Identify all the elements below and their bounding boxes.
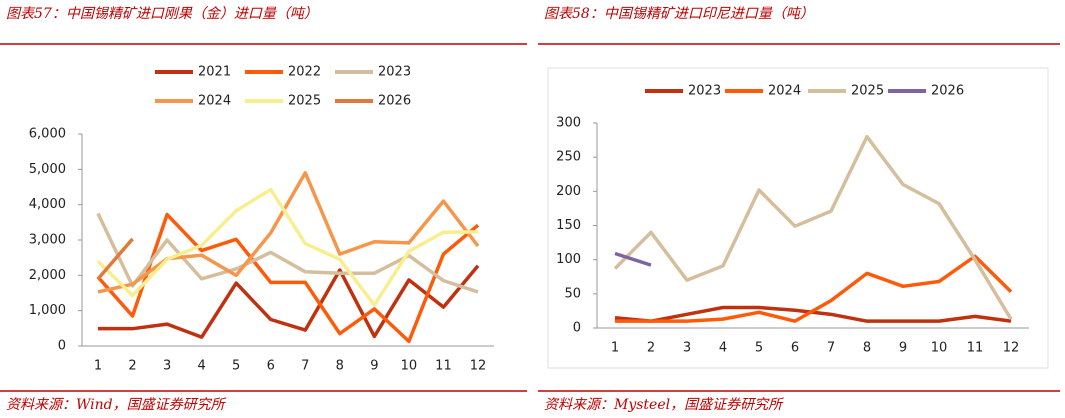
x-tick-label: 4	[197, 359, 205, 374]
x-tick-label: 5	[232, 359, 240, 374]
x-tick-label: 1	[611, 341, 619, 356]
legend-label: 2021	[198, 65, 231, 80]
x-tick-label: 7	[301, 359, 309, 374]
legend-label: 2025	[288, 94, 321, 109]
x-tick-label: 3	[683, 341, 691, 356]
legend-label: 2026	[931, 84, 964, 99]
x-tick-label: 10	[401, 359, 418, 374]
legend-label: 2023	[378, 65, 411, 80]
y-tick-label: 6,000	[29, 127, 66, 142]
x-tick-label: 9	[370, 359, 378, 374]
plot-frame	[547, 67, 1049, 369]
legend-label: 2025	[851, 84, 884, 99]
source-note: 资料来源：Mysteel，国盛证券研究所	[544, 397, 784, 413]
x-tick-label: 5	[755, 341, 763, 356]
y-tick-label: 250	[556, 150, 581, 165]
x-tick-label: 12	[1003, 341, 1020, 356]
y-tick-label: 2,000	[29, 268, 66, 283]
x-tick-label: 12	[470, 359, 487, 374]
chart-title: 图表57：中国锡精矿进口刚果（金）进口量（吨）	[6, 6, 318, 22]
y-tick-label: 200	[556, 184, 581, 199]
y-tick-label: 1,000	[29, 303, 66, 318]
y-tick-label: 300	[556, 116, 581, 131]
legend-label: 2023	[688, 84, 721, 99]
series-line	[613, 134, 1013, 321]
legend-label: 2024	[768, 84, 801, 99]
y-tick-label: 5,000	[29, 162, 66, 177]
x-tick-label: 7	[827, 341, 835, 356]
y-tick-label: 0	[58, 339, 66, 354]
y-tick-label: 0	[573, 321, 581, 336]
x-tick-label: 8	[336, 359, 344, 374]
legend-label: 2022	[288, 65, 321, 80]
y-tick-label: 150	[556, 218, 581, 233]
y-tick-label: 50	[564, 286, 581, 301]
y-tick-label: 100	[556, 252, 581, 267]
x-tick-label: 1	[94, 359, 102, 374]
x-tick-label: 6	[267, 359, 275, 374]
series-line	[615, 254, 1013, 323]
legend-label: 2024	[198, 94, 231, 109]
x-tick-label: 4	[719, 341, 727, 356]
x-tick-label: 6	[791, 341, 799, 356]
x-tick-label: 2	[128, 359, 136, 374]
x-tick-label: 3	[163, 359, 171, 374]
series-line	[98, 264, 480, 339]
y-tick-label: 3,000	[29, 233, 66, 248]
series-line	[96, 212, 480, 344]
x-tick-label: 10	[931, 341, 948, 356]
series-line	[96, 187, 479, 307]
x-tick-label: 2	[647, 341, 655, 356]
series-line	[96, 212, 479, 294]
x-tick-label: 11	[967, 341, 984, 356]
x-tick-label: 8	[863, 341, 871, 356]
series-line	[614, 251, 652, 267]
series-line	[96, 237, 134, 281]
legend-label: 2026	[378, 94, 411, 109]
source-note: 资料来源：Wind，国盛证券研究所	[6, 397, 227, 413]
y-tick-label: 4,000	[29, 197, 66, 212]
chart-title: 图表58：中国锡精矿进口印尼进口量（吨）	[544, 6, 814, 22]
x-tick-label: 11	[435, 359, 452, 374]
x-tick-label: 9	[899, 341, 907, 356]
